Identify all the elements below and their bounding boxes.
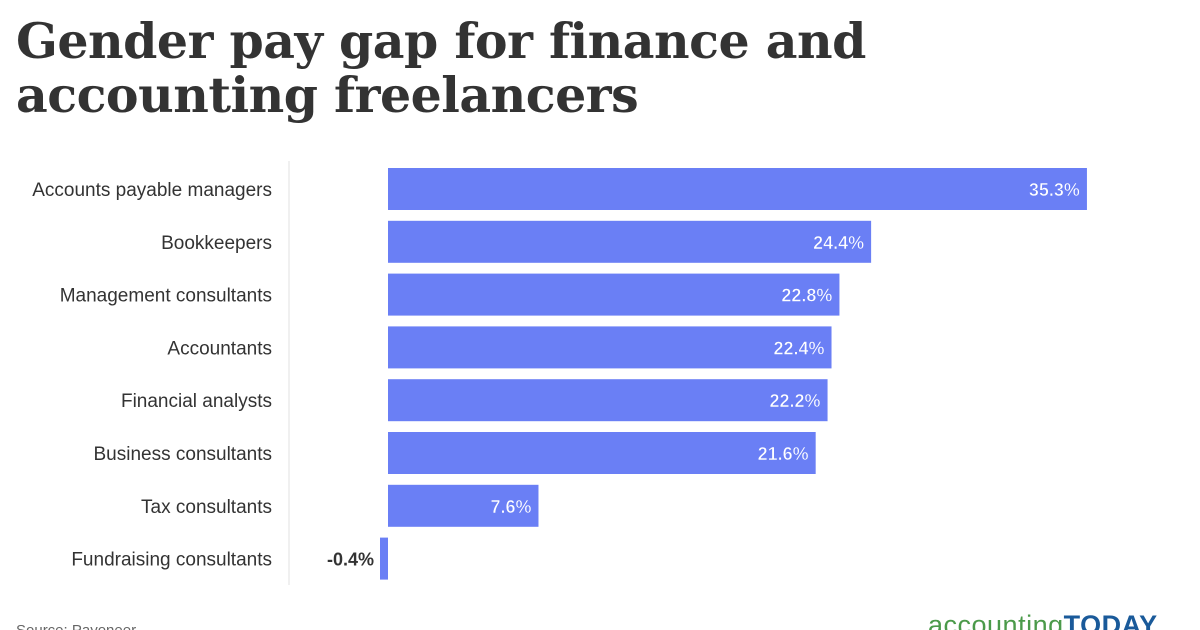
bar xyxy=(388,432,816,474)
bar xyxy=(388,273,840,316)
value-label: 35.3% xyxy=(1029,180,1080,200)
bar xyxy=(380,537,388,580)
value-label: 21.6% xyxy=(758,444,809,464)
bar xyxy=(388,326,832,369)
value-label: 22.8% xyxy=(781,286,832,306)
logo-text-today: TODAY xyxy=(1063,610,1158,630)
bar xyxy=(388,379,828,422)
logo-text-accounting: accounting xyxy=(928,610,1064,630)
value-label: 7.6% xyxy=(490,497,531,517)
category-label: Fundraising consultants xyxy=(71,550,272,571)
value-label: 22.2% xyxy=(770,391,821,411)
bars-group: Accounts payable managers 35.3% Bookkeeper… xyxy=(32,168,1087,580)
value-label: 24.4% xyxy=(813,233,864,253)
category-label: Financial analysts xyxy=(121,391,272,412)
chart-title: Gender pay gap for finance and accountin… xyxy=(16,12,866,124)
value-label: -0.4% xyxy=(327,550,374,570)
accounting-today-logo: accountingTODAY xyxy=(928,610,1158,630)
category-label: Business consultants xyxy=(94,444,273,465)
category-label: Accountants xyxy=(167,338,272,359)
value-label: 22.4% xyxy=(773,338,824,358)
category-label: Bookkeepers xyxy=(161,233,272,254)
category-label: Accounts payable managers xyxy=(32,180,272,201)
bar xyxy=(388,220,872,263)
bar xyxy=(388,484,539,527)
bar xyxy=(388,168,1087,210)
category-label: Tax consultants xyxy=(141,497,272,518)
source-note: Source: Payoneer xyxy=(16,622,136,630)
category-label: Management consultants xyxy=(60,286,272,307)
bar-chart: Accounts payable managers 35.3% Bookkeeper… xyxy=(32,161,1087,585)
